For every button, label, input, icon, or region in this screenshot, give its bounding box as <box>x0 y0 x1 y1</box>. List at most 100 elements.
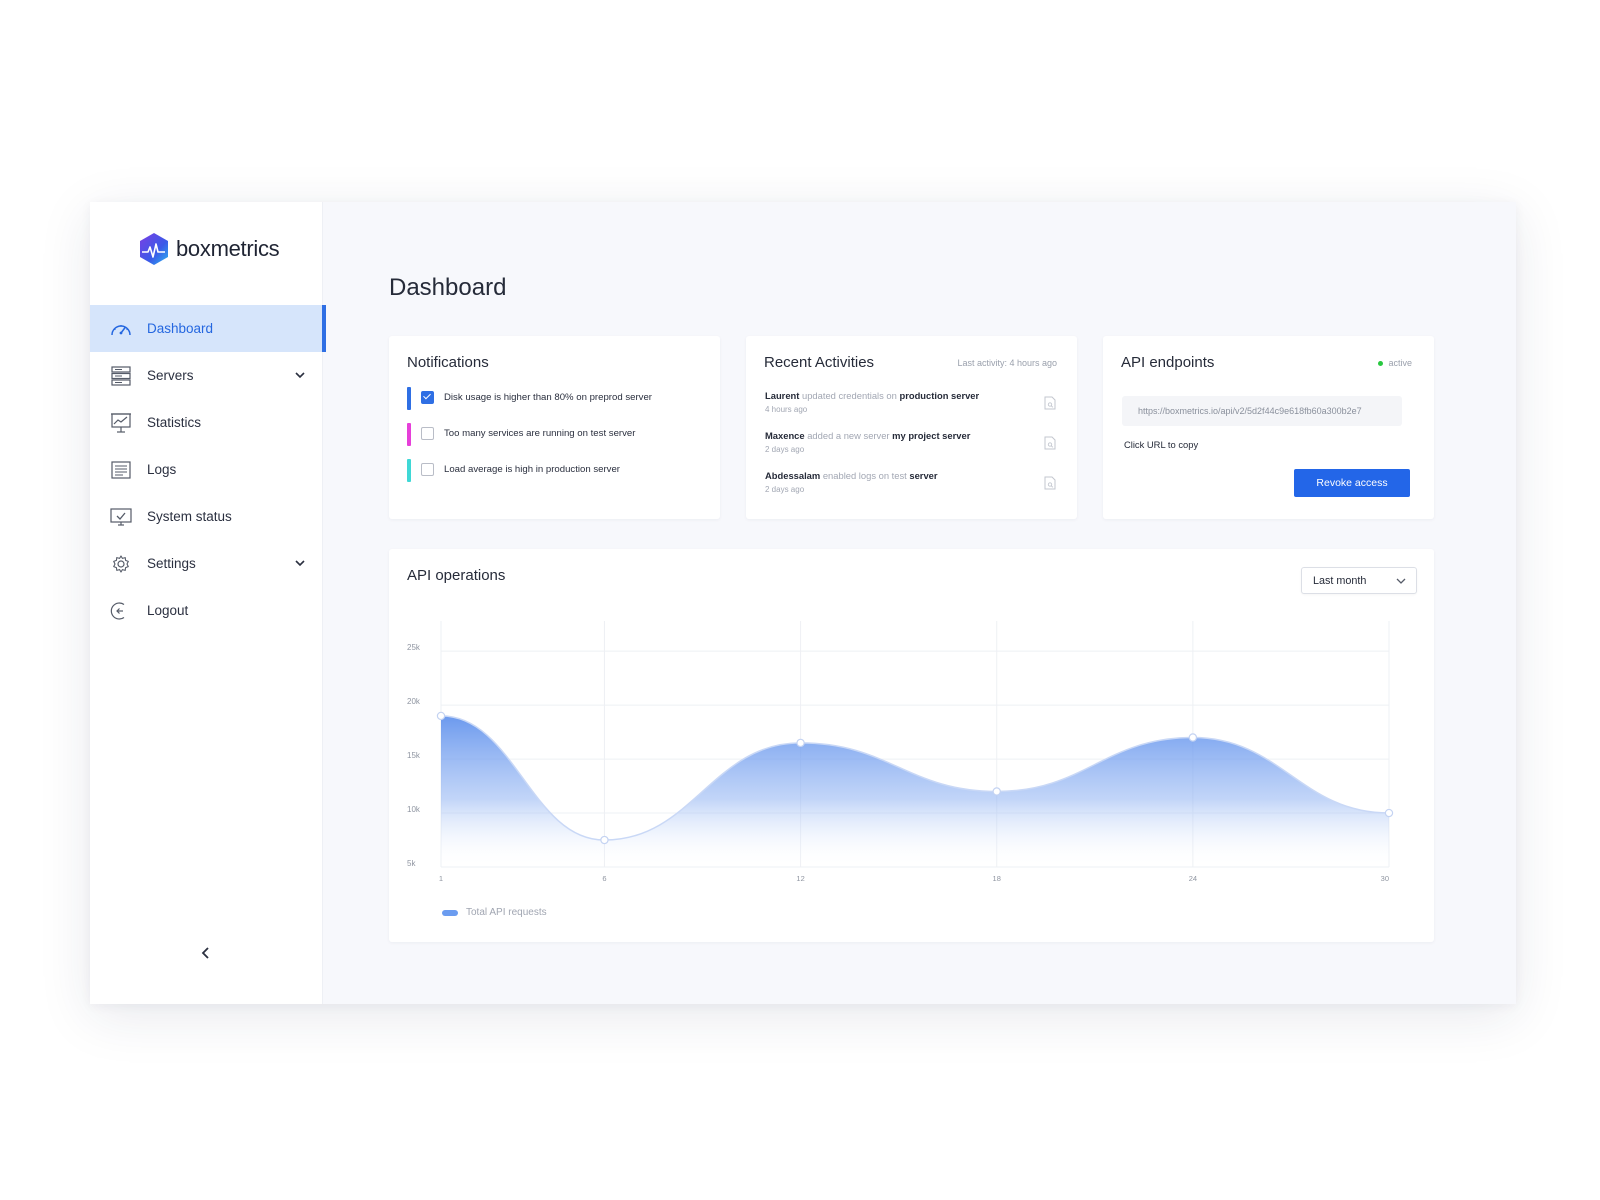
x-tick-label: 6 <box>602 874 606 883</box>
activity-action: enabled logs on test <box>820 470 910 481</box>
data-point <box>436 711 446 721</box>
page-title: Dashboard <box>389 274 507 301</box>
activity-description: Laurent updated credentials on productio… <box>765 390 1060 401</box>
notification-text: Too many services are running on test se… <box>444 428 636 439</box>
notification-checkbox[interactable] <box>421 463 434 476</box>
data-point <box>992 787 1001 796</box>
brand-logo[interactable]: boxmetrics <box>138 232 280 266</box>
legend-swatch <box>442 909 458 916</box>
notification-color-bar <box>407 459 411 482</box>
notification-checkbox[interactable] <box>421 391 434 404</box>
api-operations-card: API operations Last month 5k 10k 15k 20k 25k… <box>389 549 1434 942</box>
activity-description: Maxence added a new server my project se… <box>765 430 1060 441</box>
notification-item: Load average is high in production serve… <box>407 459 707 482</box>
chevron-left-icon[interactable] <box>197 944 215 962</box>
date-range-select[interactable]: Last month <box>1301 567 1417 594</box>
status-badge: active <box>1378 358 1412 368</box>
chart-legend: Total API requests <box>442 907 547 918</box>
presentation-chart-icon <box>111 413 131 433</box>
sidebar-item-label: Settings <box>147 556 196 571</box>
api-operations-chart: 5k 10k 15k 20k 25k 1 6 12 18 24 30 <box>407 621 1394 883</box>
card-title: Notifications <box>407 354 489 371</box>
sidebar-item-label: System status <box>147 509 232 524</box>
activity-target: production server <box>899 390 980 401</box>
sidebar-item-dashboard[interactable]: Dashboard <box>90 305 326 352</box>
x-tick-label: 24 <box>1189 874 1197 883</box>
card-title: API endpoints <box>1121 354 1215 371</box>
chevron-down-icon[interactable] <box>294 369 306 381</box>
copy-hint: Click URL to copy <box>1124 439 1199 450</box>
activity-target: server <box>909 470 938 481</box>
sidebar-item-logout[interactable]: Logout <box>90 587 326 634</box>
server-icon <box>111 366 131 386</box>
status-dot <box>1378 360 1384 366</box>
sidebar-item-label: Dashboard <box>147 321 214 336</box>
x-tick-label: 1 <box>439 874 443 883</box>
sidebar: boxmetrics Dashboard <box>90 202 326 1004</box>
notifications-list: Disk usage is higher than 80% on preprod… <box>407 387 707 495</box>
activity-target: my project server <box>892 430 971 441</box>
x-tick-label: 18 <box>993 874 1001 883</box>
sidebar-item-label: Statistics <box>147 415 202 430</box>
chevron-down-icon <box>1396 578 1406 584</box>
y-tick-label: 15k <box>407 751 421 760</box>
activity-description: Abdessalam enabled logs on test server <box>765 470 1060 481</box>
sidebar-item-settings[interactable]: Settings <box>90 540 326 587</box>
sidebar-item-system-status[interactable]: System status <box>90 493 326 540</box>
series-line <box>440 715 1390 841</box>
data-point <box>796 738 805 748</box>
date-range-value: Last month <box>1313 575 1367 587</box>
notification-checkbox[interactable] <box>421 427 434 440</box>
api-url-field[interactable]: https://boxmetrics.io/api/v2/5d2f44c9e61… <box>1122 396 1402 426</box>
y-tick-label: 10k <box>407 805 421 814</box>
notification-text: Disk usage is higher than 80% on preprod… <box>444 392 652 403</box>
document-icon[interactable] <box>1044 476 1056 490</box>
y-tick-label: 25k <box>407 643 421 652</box>
data-point <box>600 835 609 845</box>
document-icon[interactable] <box>1044 396 1056 410</box>
activity-time: 4 hours ago <box>765 405 808 414</box>
logout-icon <box>110 602 125 620</box>
gear-icon <box>113 555 129 573</box>
sidebar-item-statistics[interactable]: Statistics <box>90 399 326 446</box>
chevron-down-icon[interactable] <box>294 557 306 569</box>
sidebar-item-label: Logout <box>147 603 189 618</box>
data-point <box>1384 808 1394 818</box>
sidebar-item-servers[interactable]: Servers <box>90 352 326 399</box>
sidebar-item-label: Logs <box>147 462 177 477</box>
app-window: boxmetrics Dashboard <box>90 202 1516 1004</box>
activity-action: added a new server <box>804 430 893 441</box>
sidebar-item-label: Servers <box>147 368 194 383</box>
activity-action: updated credentials on <box>799 390 900 401</box>
activity-list: Laurent updated credentials on productio… <box>765 390 1060 510</box>
sidebar-item-logs[interactable]: Logs <box>90 446 326 493</box>
notifications-card: Notifications Disk usage is higher than … <box>389 336 720 519</box>
activity-time: 2 days ago <box>765 485 805 494</box>
boxmetrics-logo-icon <box>140 233 168 265</box>
data-point <box>1188 733 1198 742</box>
activity-item: Abdessalam enabled logs on test server 2… <box>765 470 1060 510</box>
activity-actor: Maxence <box>765 430 805 441</box>
monitor-check-icon <box>110 508 132 526</box>
recent-activities-card: Recent Activities Last activity: 4 hours… <box>746 336 1077 519</box>
x-tick-label: 12 <box>796 874 804 883</box>
activity-actor: Laurent <box>765 390 800 401</box>
sidebar-nav: Dashboard Servers <box>90 305 326 634</box>
notification-text: Load average is high in production serve… <box>444 464 620 475</box>
status-label: active <box>1388 358 1412 368</box>
log-list-icon <box>111 461 131 479</box>
x-tick-label: 30 <box>1381 874 1389 883</box>
notification-color-bar <box>407 423 411 446</box>
revoke-access-button[interactable]: Revoke access <box>1294 469 1410 497</box>
card-title: Recent Activities <box>764 354 875 371</box>
notification-item: Disk usage is higher than 80% on preprod… <box>407 387 707 410</box>
notification-item: Too many services are running on test se… <box>407 423 707 446</box>
y-tick-label: 20k <box>407 697 421 706</box>
speedometer-icon <box>111 325 131 336</box>
document-icon[interactable] <box>1044 436 1056 450</box>
last-activity-timestamp: Last activity: 4 hours ago <box>957 358 1057 368</box>
api-endpoints-card: API endpoints active https://boxmetrics.… <box>1103 336 1434 519</box>
notification-color-bar <box>407 387 411 410</box>
activity-time: 2 days ago <box>765 445 805 454</box>
legend-label: Total API requests <box>466 907 547 918</box>
